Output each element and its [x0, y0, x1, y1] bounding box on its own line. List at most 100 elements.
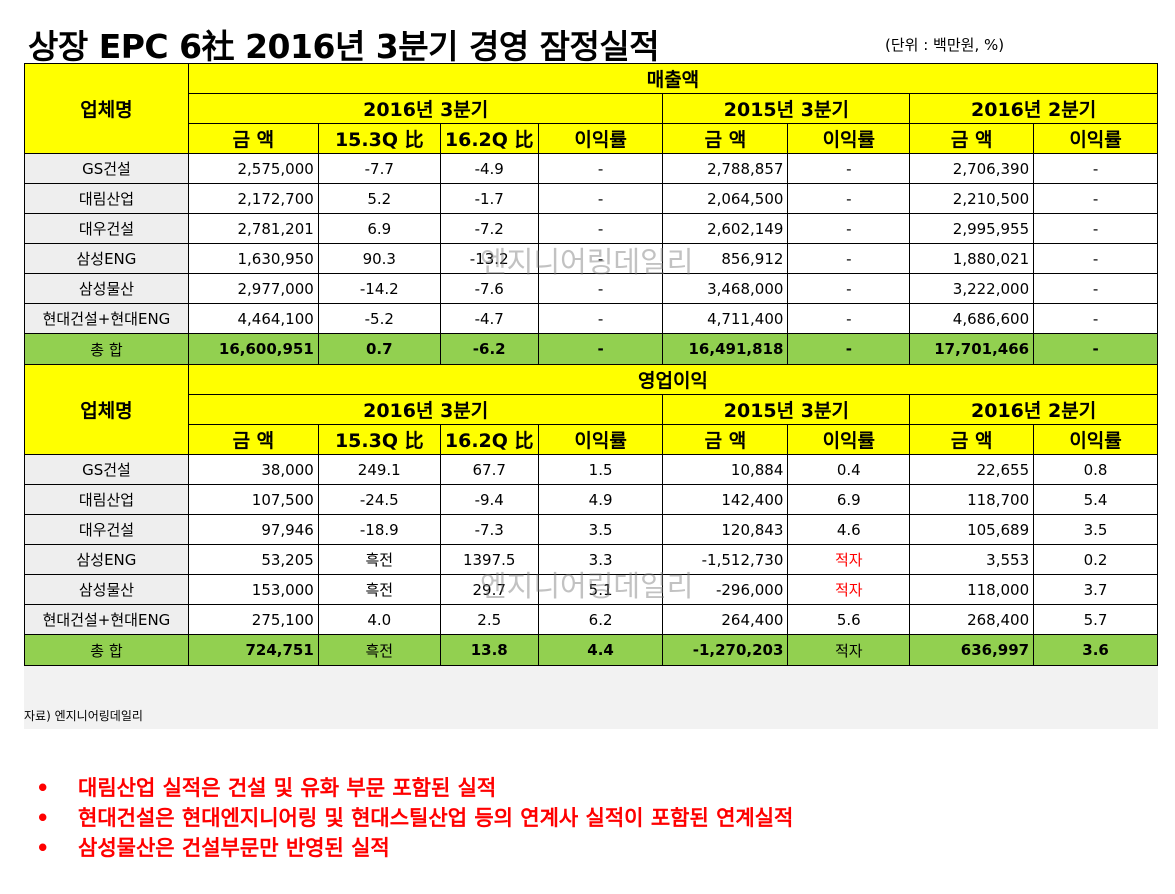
- page-title: 상장 EPC 6社 2016년 3분기 경영 잠정실적: [28, 27, 660, 66]
- table-cell: -: [537, 183, 664, 214]
- table-cell: 1,880,021: [909, 243, 1035, 274]
- period-header: 2015년 3분기: [662, 394, 911, 425]
- total-cell: 흑전: [317, 634, 441, 666]
- column-header: 이익률: [1033, 123, 1158, 154]
- total-row: 총 합 724,751 흑전 13.8 4.4 -1,270,203 적자 636,997 3.…: [24, 634, 1158, 666]
- table-cell: -: [537, 243, 664, 274]
- table-cell: -: [1033, 153, 1158, 184]
- table-cell: 적자: [787, 544, 911, 575]
- table-cell: -7.6: [439, 273, 539, 304]
- table-row: 삼성ENG 1,630,950 90.3 -13.2-856,912-1,880,02…: [24, 243, 1158, 274]
- notes-list: • 대림산업 실적은 건설 및 유화 부문 포함된 실적 • 현대건설은 현대엔지니…: [36, 772, 793, 862]
- table-cell: 4.6: [787, 514, 911, 545]
- table-cell: -: [787, 183, 911, 214]
- table-cell: 107,500: [187, 484, 319, 515]
- table-cell: 5.6: [787, 604, 911, 635]
- company-header: 업체명: [24, 63, 189, 154]
- column-header: 16.2Q 比: [439, 123, 539, 154]
- table-cell: -: [1033, 273, 1158, 304]
- source-note: 자료) 엔지니어링데일리: [24, 709, 143, 723]
- company-name: GS건설: [24, 153, 189, 184]
- total-cell: 724,751: [187, 634, 319, 666]
- section-title: 매출액: [187, 63, 1159, 94]
- table-cell: -296,000: [662, 574, 789, 605]
- section-header-row: 업체명 매출액: [24, 63, 1159, 154]
- total-cell: -1,270,203: [662, 634, 789, 666]
- section-header-row: 업체명 영업이익: [24, 364, 1159, 455]
- total-cell: -: [787, 333, 911, 365]
- bullet-icon: •: [36, 806, 50, 830]
- table-cell: 5.7: [1033, 604, 1158, 635]
- table-cell: 6.9: [317, 213, 441, 244]
- table-cell: 1397.5: [439, 544, 539, 575]
- note-text: 대림산업 실적은 건설 및 유화 부문 포함된 실적: [78, 776, 497, 800]
- table-cell: -: [787, 303, 911, 334]
- table-cell: -: [537, 213, 664, 244]
- note-item: • 대림산업 실적은 건설 및 유화 부문 포함된 실적: [36, 772, 793, 802]
- table-cell: 90.3: [317, 243, 441, 274]
- table-cell: 3.5: [1033, 514, 1158, 545]
- table-cell: 118,000: [909, 574, 1035, 605]
- table-cell: 2,064,500: [662, 183, 789, 214]
- table-cell: -: [1033, 303, 1158, 334]
- table-row: 대림산업 107,500 -24.5 -9.4 4.9 142,400 6.9 118,700…: [24, 484, 1158, 515]
- period-header: 2015년 3분기: [662, 93, 911, 124]
- table-row: GS건설 38,000 249.1 67.7 1.5 10,884 0.4 22,655 0.8: [24, 454, 1158, 485]
- table-cell: 4,686,600: [909, 303, 1035, 334]
- table-cell: 0.2: [1033, 544, 1158, 575]
- column-header-row: 금 액 15.3Q 比 16.2Q 比 이익률 금 액 이익률 금 액 이익률: [25, 123, 1158, 154]
- bullet-icon: •: [36, 836, 50, 860]
- total-row: 총 합 16,600,951 0.7 -6.2-16,491,818-17,701,4…: [24, 333, 1158, 365]
- note-item: • 삼성물산은 건설부문만 반영된 실적: [36, 832, 793, 862]
- company-name: 현대건설+현대ENG: [24, 303, 189, 334]
- table-cell: 2,172,700: [187, 183, 319, 214]
- table-cell: 3.5: [537, 514, 664, 545]
- table-cell: -9.4: [439, 484, 539, 515]
- table-cell: 3,468,000: [662, 273, 789, 304]
- table-cell: 3.7: [1033, 574, 1158, 605]
- table-cell: -4.9: [439, 153, 539, 184]
- total-label: 총 합: [24, 333, 189, 365]
- table-cell: 0.4: [787, 454, 911, 485]
- total-cell: 4.4: [537, 634, 664, 666]
- table-cell: 6.9: [787, 484, 911, 515]
- company-name: 현대건설+현대ENG: [24, 604, 189, 635]
- column-header: 16.2Q 比: [439, 424, 539, 455]
- table-cell: -: [787, 273, 911, 304]
- table-cell: 2.5: [439, 604, 539, 635]
- note-item: • 현대건설은 현대엔지니어링 및 현대스틸산업 등의 연계사 실적이 포함된 연…: [36, 802, 793, 832]
- table-cell: -: [1033, 243, 1158, 274]
- table-cell: -18.9: [317, 514, 441, 545]
- company-name: 삼성물산: [24, 574, 189, 605]
- table-cell: -24.5: [317, 484, 441, 515]
- total-cell: 3.6: [1033, 634, 1158, 666]
- table-cell: -: [537, 303, 664, 334]
- table-cell: 5.4: [1033, 484, 1158, 515]
- note-text: 현대건설은 현대엔지니어링 및 현대스틸산업 등의 연계사 실적이 포함된 연계…: [78, 806, 794, 830]
- column-header-row: 금 액 15.3Q 比 16.2Q 比 이익률 금 액 이익률 금 액 이익률: [25, 424, 1158, 455]
- table-cell: 97,946: [187, 514, 319, 545]
- table-cell: 153,000: [187, 574, 319, 605]
- table-cell: 3,222,000: [909, 273, 1035, 304]
- performance-table-area: 업체명 매출액 2016년 3분기 2015년 3분기 2016년 2분기 금 액 15.3…: [24, 63, 1159, 729]
- period-header: 2016년 3분기: [187, 394, 664, 425]
- table-cell: -7.7: [317, 153, 441, 184]
- table-cell: 2,706,390: [909, 153, 1035, 184]
- total-cell: 17,701,466: [909, 333, 1035, 365]
- column-header: 금 액: [187, 424, 319, 455]
- table-cell: 2,210,500: [909, 183, 1035, 214]
- table-cell: 38,000: [187, 454, 319, 485]
- table-cell: -13.2: [439, 243, 539, 274]
- table-cell: 264,400: [662, 604, 789, 635]
- table-row: 삼성물산 153,000 흑전 29.7 5.1 -296,000 적자 118,000 3.7: [24, 574, 1158, 605]
- column-header: 금 액: [662, 424, 789, 455]
- table-cell: 856,912: [662, 243, 789, 274]
- table-cell: 118,700: [909, 484, 1035, 515]
- table-cell: 6.2: [537, 604, 664, 635]
- total-cell: 16,491,818: [662, 333, 789, 365]
- note-text: 삼성물산은 건설부문만 반영된 실적: [78, 836, 390, 860]
- company-header: 업체명: [24, 364, 189, 455]
- company-name: 대림산업: [24, 484, 189, 515]
- table-cell: -1.7: [439, 183, 539, 214]
- table-cell: 2,602,149: [662, 213, 789, 244]
